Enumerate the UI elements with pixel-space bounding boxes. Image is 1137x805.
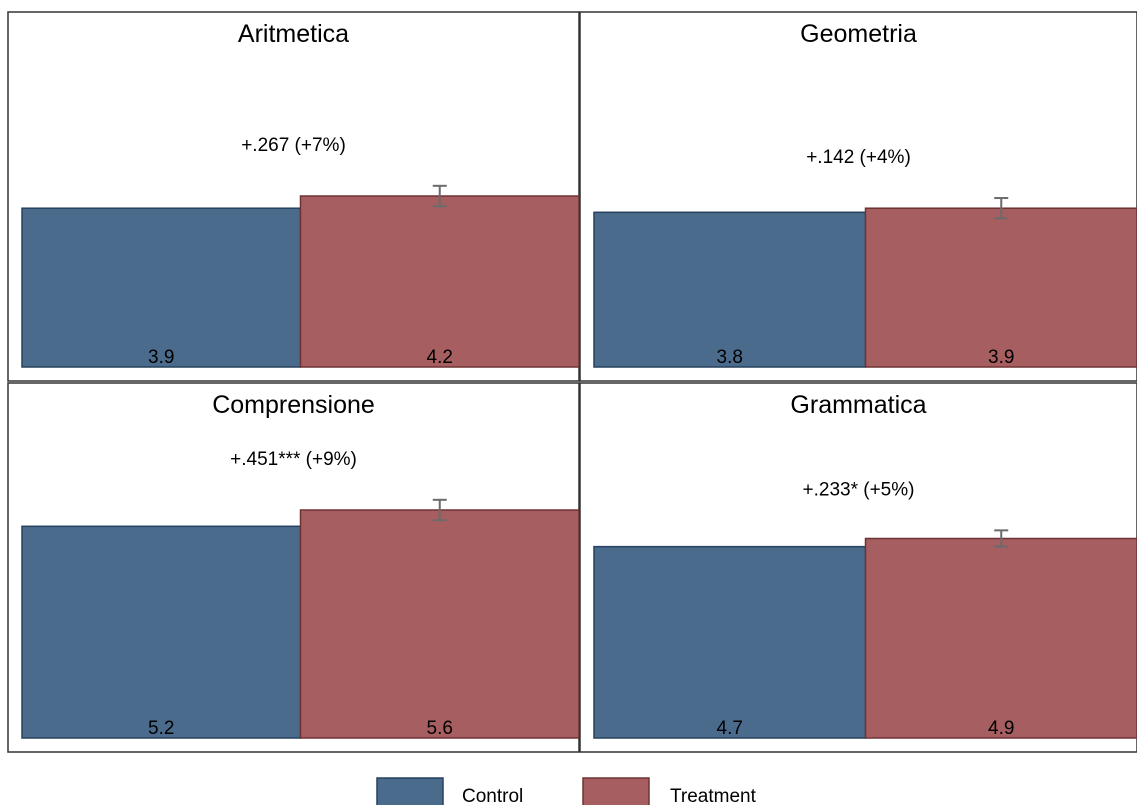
legend-label-control: Control: [462, 786, 523, 805]
bar-grammatica-control: [593, 545, 867, 739]
bar-value-label-grammatica-treatment: 4.9: [988, 718, 1014, 739]
bar-value-label-aritmetica-treatment: 4.2: [427, 347, 453, 368]
bar-geometria-treatment: [864, 207, 1137, 368]
error-bar-geometria: [994, 197, 1009, 220]
error-bar-comprensione: [432, 498, 447, 522]
chart-panels: Aritmetica 3.9 4.2 +.267 (+7%) Geometria 3.8 3…: [7, 11, 1137, 753]
legend-swatch-control: [376, 777, 444, 805]
bar-grammatica-treatment: [864, 537, 1137, 739]
panel-title-comprensione: Comprensione: [212, 391, 375, 419]
bar-value-label-grammatica-control: 4.7: [717, 718, 743, 739]
bar-value-label-geometria-treatment: 3.9: [988, 347, 1014, 368]
bar-geometria-control: [593, 211, 867, 368]
legend-label-treatment: Treatment: [670, 786, 757, 805]
bar-value-label-comprensione-control: 5.2: [148, 718, 174, 739]
bar-aritmetica-treatment: [299, 195, 580, 368]
bar-comprensione-control: [21, 525, 302, 739]
chart-legend: Control Treatment: [376, 777, 757, 805]
effect-annotation-grammatica: +.233* (+5%): [803, 479, 915, 500]
bar-value-label-comprensione-treatment: 5.6: [427, 718, 453, 739]
bar-comprensione-treatment: [299, 509, 580, 739]
panel-title-geometria: Geometria: [800, 20, 917, 48]
error-bar-aritmetica: [432, 184, 447, 208]
panel-title-grammatica: Grammatica: [790, 391, 926, 419]
panel-title-aritmetica: Aritmetica: [238, 20, 349, 48]
legend-swatch-treatment: [582, 777, 650, 805]
bar-value-label-aritmetica-control: 3.9: [148, 347, 174, 368]
effect-annotation-geometria: +.142 (+4%): [806, 147, 911, 168]
effect-annotation-aritmetica: +.267 (+7%): [241, 135, 346, 156]
bar-aritmetica-control: [21, 207, 302, 368]
panel-grammatica: Grammatica 4.7 4.9 +.233* (+5%): [579, 382, 1137, 753]
effect-annotation-comprensione: +.451*** (+9%): [230, 449, 357, 470]
panel-aritmetica: Aritmetica 3.9 4.2 +.267 (+7%): [7, 11, 580, 382]
error-bar-grammatica: [994, 529, 1009, 548]
bar-value-label-geometria-control: 3.8: [717, 347, 743, 368]
panel-comprensione: Comprensione 5.2 5.6 +.451*** (+9%): [7, 382, 580, 753]
panel-geometria: Geometria 3.8 3.9 +.142 (+4%): [579, 11, 1137, 382]
